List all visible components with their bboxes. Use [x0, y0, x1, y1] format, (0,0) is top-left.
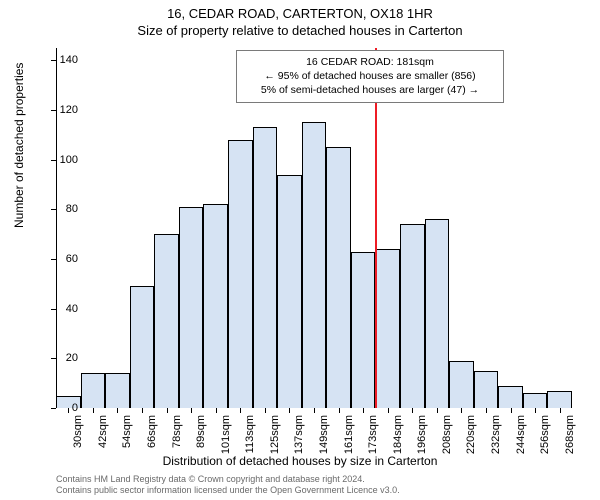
histogram-bar [498, 386, 523, 408]
x-tick [314, 408, 315, 413]
x-tick-label: 149sqm [318, 415, 330, 454]
x-tick-label: 196sqm [416, 415, 428, 454]
x-tick [486, 408, 487, 413]
x-tick [461, 408, 462, 413]
x-tick-label: 30sqm [72, 415, 84, 448]
y-tick-label: 0 [48, 402, 78, 414]
x-tick [265, 408, 266, 413]
x-tick-label: 113sqm [244, 415, 256, 453]
x-tick [216, 408, 217, 413]
y-tick-label: 20 [48, 352, 78, 364]
histogram-bar [449, 361, 474, 408]
x-tick-label: 42sqm [97, 415, 109, 448]
histogram-bar [302, 122, 327, 408]
y-tick-label: 80 [48, 203, 78, 215]
footer-line-2: Contains public sector information licen… [56, 485, 400, 496]
x-tick-label: 137sqm [293, 415, 305, 454]
x-tick-label: 244sqm [515, 415, 527, 454]
x-tick-label: 268sqm [564, 415, 576, 454]
x-tick-label: 54sqm [121, 415, 133, 448]
x-tick-label: 66sqm [146, 415, 158, 448]
histogram-bar [523, 393, 548, 408]
footer-line-1: Contains HM Land Registry data © Crown c… [56, 474, 400, 485]
x-tick-label: 184sqm [392, 415, 404, 454]
chart-title-block: 16, CEDAR ROAD, CARTERTON, OX18 1HR Size… [0, 0, 600, 38]
x-tick-label: 208sqm [441, 415, 453, 454]
x-tick-label: 220sqm [465, 415, 477, 454]
annotation-line: ← 95% of detached houses are smaller (85… [243, 69, 497, 83]
chart-title-main: 16, CEDAR ROAD, CARTERTON, OX18 1HR [0, 6, 600, 21]
y-tick-label: 140 [48, 54, 78, 66]
histogram-bar [154, 234, 179, 408]
x-tick [339, 408, 340, 413]
histogram-bar [400, 224, 425, 408]
histogram-bar [277, 175, 302, 408]
x-tick-label: 232sqm [490, 415, 502, 454]
x-tick [535, 408, 536, 413]
histogram-bar [203, 204, 228, 408]
y-tick-label: 40 [48, 303, 78, 315]
histogram-bar [326, 147, 351, 408]
histogram-bar [81, 373, 106, 408]
histogram-bar [130, 286, 155, 408]
histogram-bar [228, 140, 253, 408]
x-tick [93, 408, 94, 413]
x-tick-label: 89sqm [195, 415, 207, 448]
histogram-bar [375, 249, 400, 408]
x-axis-title: Distribution of detached houses by size … [0, 454, 600, 468]
x-tick [240, 408, 241, 413]
x-tick [167, 408, 168, 413]
y-axis-title: Number of detached properties [12, 63, 26, 228]
x-tick-label: 125sqm [269, 415, 281, 454]
annotation-line: 16 CEDAR ROAD: 181sqm [243, 55, 497, 69]
x-tick-label: 161sqm [343, 415, 355, 454]
histogram-bar [547, 391, 572, 408]
x-tick [560, 408, 561, 413]
y-tick-label: 60 [48, 253, 78, 265]
x-tick [412, 408, 413, 413]
footer-attribution: Contains HM Land Registry data © Crown c… [56, 474, 400, 497]
histogram-bar [105, 373, 130, 408]
histogram-bar [474, 371, 499, 408]
x-tick [142, 408, 143, 413]
histogram-bar [179, 207, 204, 408]
histogram-bar [253, 127, 278, 408]
annotation-box: 16 CEDAR ROAD: 181sqm← 95% of detached h… [236, 50, 504, 103]
chart-plot-area: 16 CEDAR ROAD: 181sqm← 95% of detached h… [56, 48, 572, 408]
y-tick-label: 100 [48, 154, 78, 166]
y-tick-label: 120 [48, 104, 78, 116]
x-tick [289, 408, 290, 413]
x-tick-label: 256sqm [539, 415, 551, 454]
x-tick-label: 78sqm [171, 415, 183, 448]
plot-area: 16 CEDAR ROAD: 181sqm← 95% of detached h… [56, 48, 572, 408]
histogram-bar [351, 252, 376, 408]
annotation-line: 5% of semi-detached houses are larger (4… [243, 83, 497, 97]
histogram-bar [425, 219, 450, 408]
x-tick [191, 408, 192, 413]
chart-title-sub: Size of property relative to detached ho… [0, 23, 600, 38]
x-tick [363, 408, 364, 413]
x-tick [117, 408, 118, 413]
x-tick-label: 101sqm [220, 415, 232, 454]
x-tick [511, 408, 512, 413]
x-tick-label: 173sqm [367, 415, 379, 454]
x-tick [388, 408, 389, 413]
x-tick [437, 408, 438, 413]
